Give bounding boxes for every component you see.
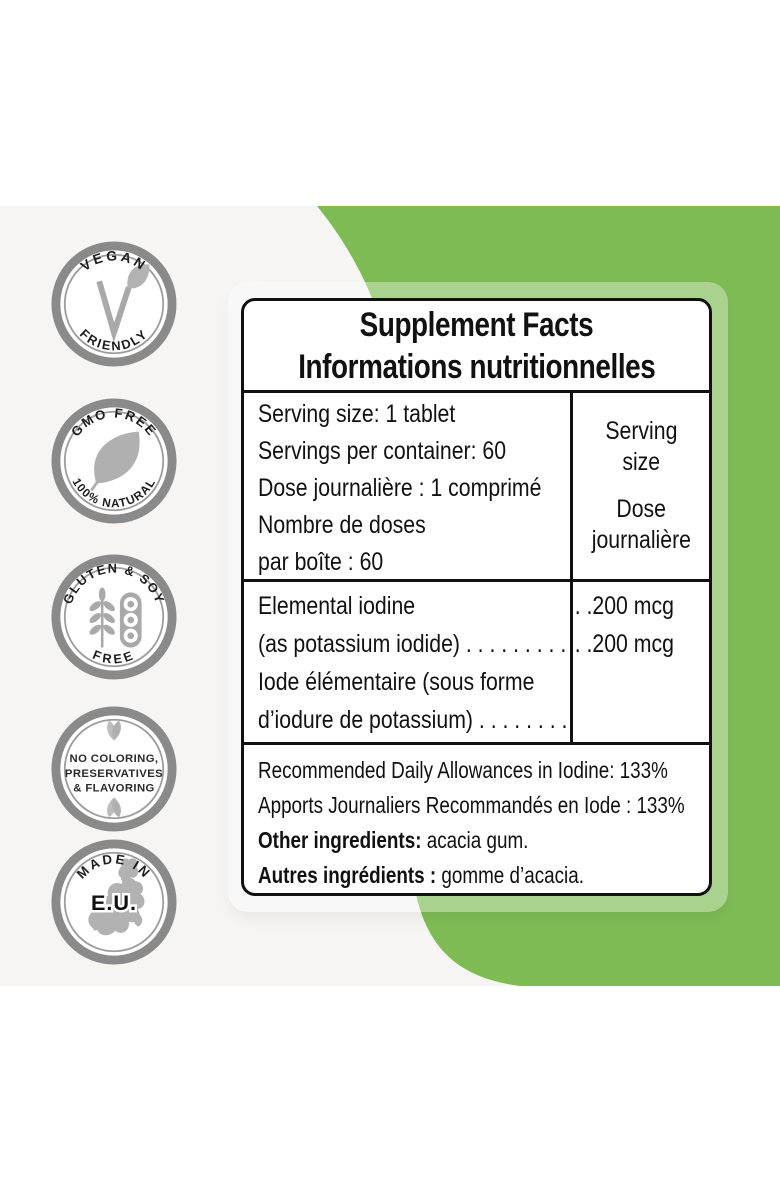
serving-info-cell: Serving size: 1 tablet Servings per cont… bbox=[244, 393, 570, 579]
serving-size-fr: Dose journalière : 1 comprimé bbox=[258, 474, 542, 503]
serving-size-en: Serving size: 1 tablet bbox=[258, 400, 456, 429]
badge-line-2: PRESERVATIVES bbox=[65, 768, 163, 780]
servings-per-container-fr-2: par boîte : 60 bbox=[258, 548, 384, 577]
badge-made-in-eu: MADE IN E.U. bbox=[50, 838, 178, 966]
badge-inner-ring bbox=[63, 851, 165, 953]
svg-text:FREE: FREE bbox=[91, 647, 138, 667]
servings-per-container-fr-1: Nombre de doses bbox=[258, 511, 426, 540]
badge-inner-ring bbox=[63, 566, 165, 668]
badge-vegan-friendly: VEGAN FRIENDLY bbox=[50, 240, 178, 368]
serving-col-header-fr-2: journalière bbox=[591, 526, 691, 555]
rda-english: Recommended Daily Allowances in Iodine: … bbox=[258, 757, 668, 783]
badge-gmo-free: GMO FREE 100% NATURAL bbox=[50, 397, 178, 525]
title-english: Supplement Facts bbox=[359, 305, 594, 344]
badge-line-3: & FLAVORING bbox=[73, 783, 154, 795]
badge-inner-ring bbox=[63, 410, 165, 512]
iodine-en-2: (as potassium iodide) . . . . . . . . . … bbox=[258, 630, 570, 659]
other-ingredients-value-fr: gomme d’acacia. bbox=[436, 862, 584, 888]
panel-title: Supplement Facts Informations nutritionn… bbox=[244, 301, 709, 390]
serving-col-header-fr-1: Dose bbox=[616, 495, 666, 524]
iodine-en-1: Elemental iodine bbox=[258, 592, 416, 621]
other-ingredients-label-fr: Autres ingrédients : bbox=[258, 862, 437, 888]
badge-center-text: E.U. bbox=[91, 890, 137, 915]
badge-outer-ring bbox=[51, 706, 177, 832]
other-ingredients-label-en: Other ingredients: bbox=[258, 827, 422, 853]
other-ingredients-french: Autres ingrédients : gomme d’acacia. bbox=[258, 858, 628, 893]
badge-inner-ring bbox=[63, 253, 165, 355]
wheat-soy-icon bbox=[89, 587, 142, 648]
rda-french: Apports Journaliers Recommandés en Iode … bbox=[258, 792, 685, 818]
badge-no-additives: NO COLORING, PRESERVATIVES & FLAVORING bbox=[50, 705, 178, 833]
supplement-facts-panel: Supplement Facts Informations nutritionn… bbox=[241, 298, 712, 896]
badge-line-1: NO COLORING, bbox=[70, 753, 159, 765]
vegan-v-leaf-icon bbox=[96, 264, 150, 343]
badge-bottom-text: FREE bbox=[91, 647, 135, 667]
serving-col-header-en-1: Serving bbox=[604, 417, 678, 446]
serving-col-header-en-2: size bbox=[622, 448, 660, 477]
europe-map-icon bbox=[88, 858, 145, 936]
iodine-fr-1: Iode élémentaire (sous forme bbox=[258, 668, 535, 697]
serving-section: Serving size: 1 tablet Servings per cont… bbox=[244, 390, 709, 580]
iodine-name-cell: Elemental iodine (as potassium iodide) .… bbox=[244, 582, 570, 742]
other-ingredients-value-en: acacia gum. bbox=[421, 827, 529, 853]
leaf-icon bbox=[90, 431, 140, 492]
leaves-icon bbox=[107, 720, 121, 818]
iodine-amount-en: . .200 mcg bbox=[574, 592, 674, 621]
other-ingredients-english: Other ingredients: acacia gum. bbox=[258, 823, 628, 858]
iodine-amount-fr: . .200 mcg bbox=[574, 630, 674, 659]
title-french: Informations nutritionnelles bbox=[297, 347, 656, 386]
serving-header-cell: Serving size Dose journalière bbox=[570, 393, 709, 580]
badge-gluten-soy-free: GLUTEN & SOY FREE bbox=[50, 553, 178, 681]
iodine-section: Elemental iodine (as potassium iodide) .… bbox=[244, 579, 709, 742]
badge-inner-ring bbox=[63, 718, 165, 820]
footer-section: Recommended Daily Allowances in Iodine: … bbox=[244, 742, 709, 893]
badge-outer-ring bbox=[51, 554, 177, 680]
servings-per-container-en: Servings per container: 60 bbox=[258, 437, 507, 466]
iodine-amount-cell: . .200 mcg . .200 mcg bbox=[570, 582, 709, 742]
iodine-fr-2: d’iodure de potassium) . . . . . . . . . bbox=[258, 706, 570, 735]
